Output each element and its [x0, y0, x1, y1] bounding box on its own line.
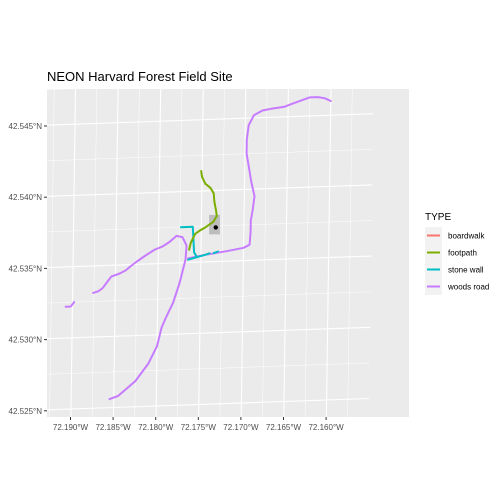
tower-point: [213, 225, 218, 230]
y-tick-label: 42.545°N: [9, 122, 43, 131]
map-features: [64, 96, 332, 401]
woods-road-line: [64, 301, 76, 308]
parallel-line: [47, 255, 372, 269]
parallel-line: [47, 113, 374, 126]
graticule: [19, 89, 374, 446]
y-tick-label: 42.525°N: [9, 407, 43, 416]
parallel-line: [47, 291, 371, 304]
parallel-line: [47, 149, 373, 162]
plot-area: [209, 214, 220, 235]
woods-road-line: [187, 96, 332, 260]
stone-wall-line: [179, 225, 198, 258]
legend-label: boardwalk: [448, 232, 485, 241]
legend-label: footpath: [448, 249, 477, 258]
legend-title: TYPE: [425, 212, 451, 223]
legend-label: woods road: [447, 283, 489, 292]
y-tick-label: 42.530°N: [9, 336, 43, 345]
legend: TYPE boardwalk footpath stone wall woods ro…: [425, 212, 489, 295]
parallel-line: [19, 434, 368, 446]
parallel-line: [47, 362, 370, 375]
x-tick-label: 72.165°W: [266, 423, 302, 432]
axis-labels: 42.525°N 42.530°N 42.535°N 42.540°N 42.545°N…: [9, 122, 345, 432]
x-tick-label: 72.160°W: [308, 423, 344, 432]
x-tick-label: 72.175°W: [181, 423, 217, 432]
footpath-line: [188, 170, 218, 251]
x-tick-label: 72.185°W: [95, 423, 131, 432]
stone-wall-line: [187, 252, 211, 261]
stone-wall-line: [212, 250, 219, 255]
parallel-line: [47, 184, 373, 197]
y-tick-label: 42.535°N: [9, 264, 43, 273]
x-tick-label: 72.190°W: [53, 423, 89, 432]
map-title: NEON Harvard Forest Field Site: [47, 69, 233, 84]
parallel-line: [47, 326, 371, 340]
woods-road-line: [92, 234, 188, 401]
x-tick-label: 72.170°W: [223, 423, 259, 432]
parallel-line: [47, 397, 370, 411]
y-tick-label: 42.540°N: [9, 193, 43, 202]
parallel-line: [47, 220, 372, 233]
legend-label: stone wall: [448, 266, 484, 275]
x-tick-label: 72.180°W: [138, 423, 174, 432]
